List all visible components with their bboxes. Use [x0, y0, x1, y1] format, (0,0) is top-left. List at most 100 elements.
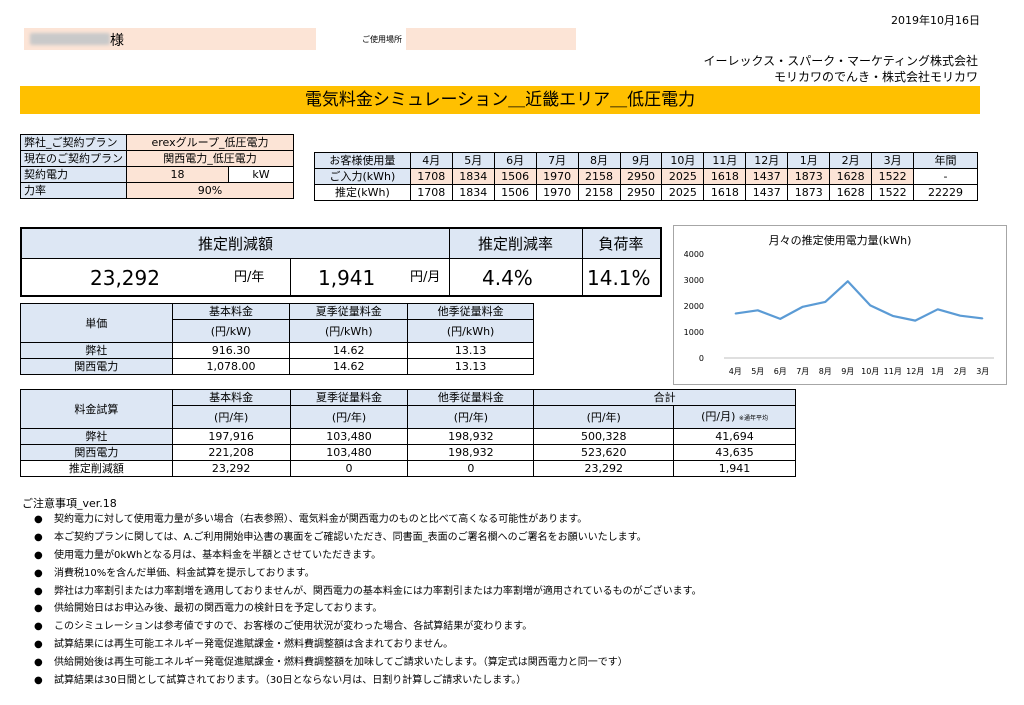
- note-item: ● 供給開始後は再生可能エネルギー発電促進賦課金・燃料費調整額を加味してご請求いた…: [32, 654, 992, 672]
- fee-col-summer-unit: (円/年): [289, 405, 409, 429]
- rate-header: 推定削減率: [449, 229, 582, 259]
- x-tick-label: 5月: [751, 367, 764, 376]
- y-tick-label: 0: [699, 354, 704, 363]
- unit-col-summer: 夏季従量料金: [289, 303, 409, 320]
- usage-input-label: ご入力(kWh): [314, 168, 411, 185]
- note-text: このシミュレーションは参考値ですので、お客様のご使用状況が変わった場合、各試算結…: [54, 621, 533, 633]
- data-point: [914, 320, 916, 322]
- bullet-icon: ●: [34, 514, 43, 525]
- usage-est-cell: 2025: [661, 184, 705, 201]
- row-name: 関西電力: [20, 358, 173, 375]
- usage-place-label: ご使用場所: [362, 35, 402, 44]
- unit-price-header-row: (円/kW) (円/kWh) (円/kWh): [21, 319, 534, 343]
- x-tick-label: 2月: [954, 367, 967, 376]
- usage-input-row: ご入力(kWh) 1708 1834 1506 1970 2158 2950 2025 161…: [314, 168, 978, 185]
- bullet-icon: ●: [34, 585, 43, 597]
- note-item: ● 使用電力量が0kWhとなる月は、基本料金を半額とさせていただきます。: [32, 547, 992, 565]
- reduction-rate-value: 4.4%: [482, 266, 533, 290]
- plan-row: 契約電力 18 kW: [20, 166, 295, 183]
- note-text: 弊社は力率割引または力率割増を適用しておりませんが、関西電力の基本料金には力率割…: [54, 585, 702, 597]
- plan-row: 現在のご契約プラン 関西電力_低圧電力: [20, 150, 294, 167]
- usage-est-cell: 1708: [409, 184, 453, 201]
- x-tick-label: 8月: [819, 367, 832, 376]
- note-text: 試算結果には再生可能エネルギー発電促進賦課金・燃料費調整額は含まれておりません。: [54, 639, 454, 651]
- y-tick-label: 2000: [684, 302, 704, 311]
- data-point: [869, 304, 871, 306]
- note-item: ● 供給開始日はお申込み後、最初の関西電力の検針日を予定しております。: [32, 600, 992, 618]
- x-tick-label: 6月: [774, 367, 787, 376]
- cell: 916.30: [171, 342, 291, 359]
- data-point: [982, 317, 984, 320]
- x-tick-label: 4月: [729, 367, 742, 376]
- plan-value: erexグループ_低圧電力: [126, 134, 294, 151]
- month-header: 3月: [871, 152, 915, 169]
- data-point: [959, 315, 961, 317]
- month-header: 10月: [661, 152, 705, 169]
- cell: 41,694: [673, 428, 796, 445]
- load-factor-value: 14.1%: [587, 266, 651, 290]
- data-point: [779, 318, 781, 320]
- cell: 103,480: [289, 428, 409, 445]
- plan-value: 関西電力_低圧電力: [126, 150, 294, 167]
- reduction-header: 推定削減額: [22, 229, 449, 259]
- month-header: 4月: [409, 152, 453, 169]
- data-point: [757, 309, 759, 311]
- note-item: ● 弊社は力率割引または力率割増を適用しておりませんが、関西電力の基本料金には力率…: [32, 583, 992, 601]
- divider: [290, 259, 291, 295]
- fee-col-basic-unit: (円/年): [171, 405, 291, 429]
- cell: 500,328: [533, 428, 675, 445]
- chart-title: 月々の推定使用電力量(kWh): [768, 234, 912, 247]
- cell: 23,292: [171, 460, 291, 477]
- table-row: 関西電力 1,078.00 14.62 13.13: [20, 358, 534, 375]
- cell: 14.62: [289, 358, 409, 375]
- usage-chart: 月々の推定使用電力量(kWh) 0 1000 2000 3000 4000 4月 5月 6月 7…: [673, 225, 1007, 385]
- bullet-icon: ●: [34, 639, 43, 651]
- cell: 1,941: [673, 460, 796, 477]
- bullet-icon: ●: [34, 567, 43, 579]
- cell: 0: [289, 460, 409, 477]
- plan-value: 90%: [126, 182, 294, 199]
- fee-header-row: (円/年) (円/年) (円/年) (円/年) (円/月) ※通年平均: [21, 405, 796, 429]
- data-point: [937, 308, 939, 310]
- month-header: 7月: [535, 152, 579, 169]
- bullet-icon: ●: [34, 549, 43, 561]
- plan-label: 契約電力: [20, 166, 127, 183]
- plan-label: 現在のご契約プラン: [20, 150, 127, 167]
- usage-input-cell: 1437: [745, 168, 789, 185]
- annual-header: 年間: [913, 152, 978, 169]
- note-item: ● 試算結果には再生可能エネルギー発電促進賦課金・燃料費調整額は含まれておりません…: [32, 636, 992, 654]
- x-tick-label: 7月: [796, 367, 809, 376]
- monthly-reduction-value: 1,941: [318, 266, 376, 290]
- usage-est-cell: 1970: [535, 184, 579, 201]
- x-tick-label: 9月: [841, 367, 854, 376]
- unit-col-basic: 基本料金: [171, 303, 291, 320]
- annual-reduction-value: 23,292: [90, 266, 160, 290]
- unit-price-label: 単価: [20, 303, 173, 343]
- row-name: 弊社: [20, 342, 173, 359]
- month-header: 5月: [451, 152, 495, 169]
- load-header: 負荷率: [582, 229, 660, 259]
- bullet-icon: ●: [34, 621, 43, 633]
- usage-est-row: 推定(kWh) 1708 1834 1506 1970 2158 2950 2025 1618…: [314, 184, 978, 201]
- divider: [449, 229, 450, 295]
- cell: 198,932: [407, 428, 535, 445]
- fee-col-other: 他季従量料金: [407, 389, 535, 406]
- usage-header-label: お客様使用量: [314, 152, 411, 169]
- usage-input-annual: -: [913, 168, 978, 185]
- table-row: 弊社 916.30 14.62 13.13: [20, 342, 534, 359]
- x-tick-label: 3月: [976, 367, 989, 376]
- y-tick-label: 4000: [684, 250, 704, 259]
- unit-price-header-row: 単価 基本料金 夏季従量料金 他季従量料金: [20, 303, 534, 343]
- plan-row: 弊社_ご契約プラン erexグループ_低圧電力: [20, 134, 294, 151]
- usage-input-cell: 1970: [535, 168, 579, 185]
- usage-est-cell: 1522: [871, 184, 915, 201]
- usage-est-cell: 1834: [451, 184, 495, 201]
- summary-box: 推定削減額 推定削減率 負荷率 23,292 円/年 1,941 円/月 4.4…: [20, 227, 662, 297]
- cell: 23,292: [533, 460, 675, 477]
- fee-label: 料金試算: [20, 389, 173, 429]
- fee-col-total-month-note: ※通年平均: [738, 414, 768, 422]
- usage-input-cell: 1708: [409, 168, 453, 185]
- usage-est-cell: 2158: [577, 184, 621, 201]
- month-header: 9月: [619, 152, 663, 169]
- note-text: 本ご契約プランに関しては、A.ご利用開始申込書の裏面をご確認いただき、同書面_表…: [54, 531, 647, 543]
